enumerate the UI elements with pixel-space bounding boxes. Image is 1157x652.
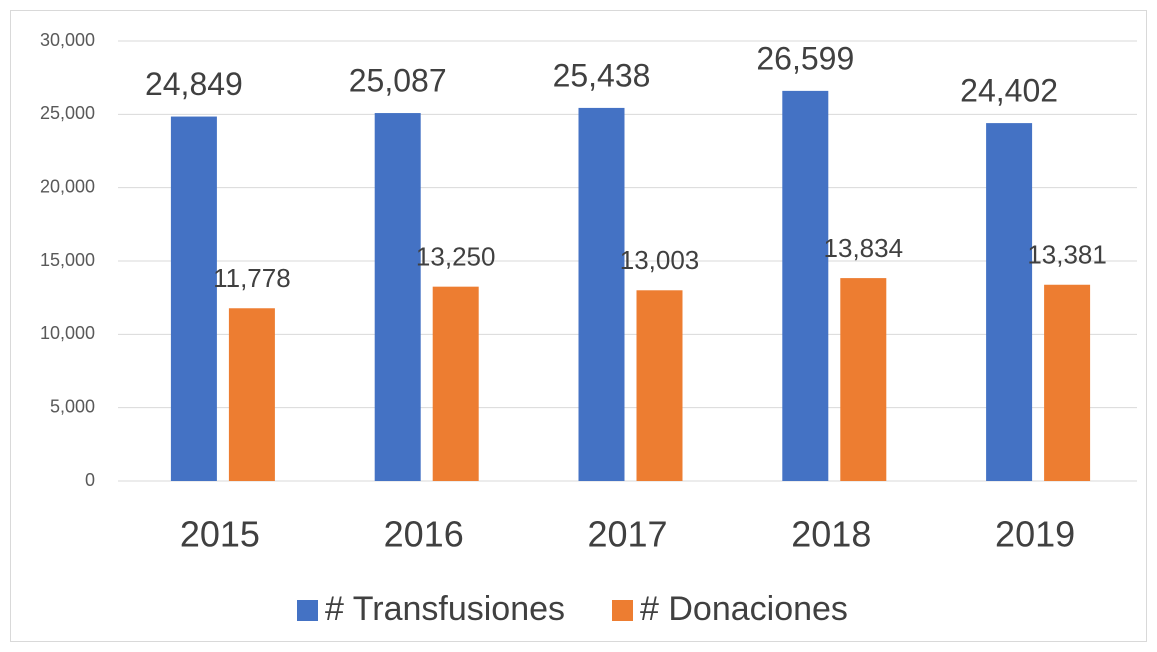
value-label: 24,849 <box>145 66 243 102</box>
legend-label: # Transfusiones <box>325 590 565 628</box>
y-tick-label: 0 <box>85 470 95 490</box>
bar <box>374 113 421 481</box>
value-label: 25,087 <box>349 63 447 99</box>
y-tick-label: 30,000 <box>40 30 95 50</box>
bar <box>1044 284 1091 481</box>
bar <box>782 90 829 481</box>
value-label: 11,778 <box>213 263 291 293</box>
value-label: 13,381 <box>1027 240 1107 270</box>
y-tick-label: 20,000 <box>40 176 95 196</box>
bar <box>228 308 275 481</box>
bar <box>636 290 683 481</box>
y-tick-label: 15,000 <box>40 250 95 270</box>
value-label: 26,599 <box>756 40 854 76</box>
value-label: 13,834 <box>824 233 904 263</box>
value-label: 24,402 <box>960 73 1058 109</box>
value-label: 25,438 <box>553 57 651 93</box>
value-label: 13,250 <box>416 242 496 272</box>
x-tick-label: 2016 <box>384 514 464 555</box>
y-tick-label: 25,000 <box>40 103 95 123</box>
y-tick-label: 10,000 <box>40 323 95 343</box>
x-tick-label: 2018 <box>791 514 871 555</box>
x-tick-label: 2015 <box>180 514 260 555</box>
bar <box>432 286 479 481</box>
legend-label: # Donaciones <box>640 590 848 628</box>
x-tick-label: 2017 <box>587 514 667 555</box>
x-tick-label: 2019 <box>995 514 1075 555</box>
legend-swatch <box>612 600 633 621</box>
legend-swatch <box>297 600 318 621</box>
bar <box>170 116 217 481</box>
y-tick-label: 5,000 <box>50 396 95 416</box>
bar <box>578 107 625 481</box>
value-label: 13,003 <box>620 245 700 275</box>
bar <box>840 278 887 481</box>
bar <box>986 123 1033 481</box>
